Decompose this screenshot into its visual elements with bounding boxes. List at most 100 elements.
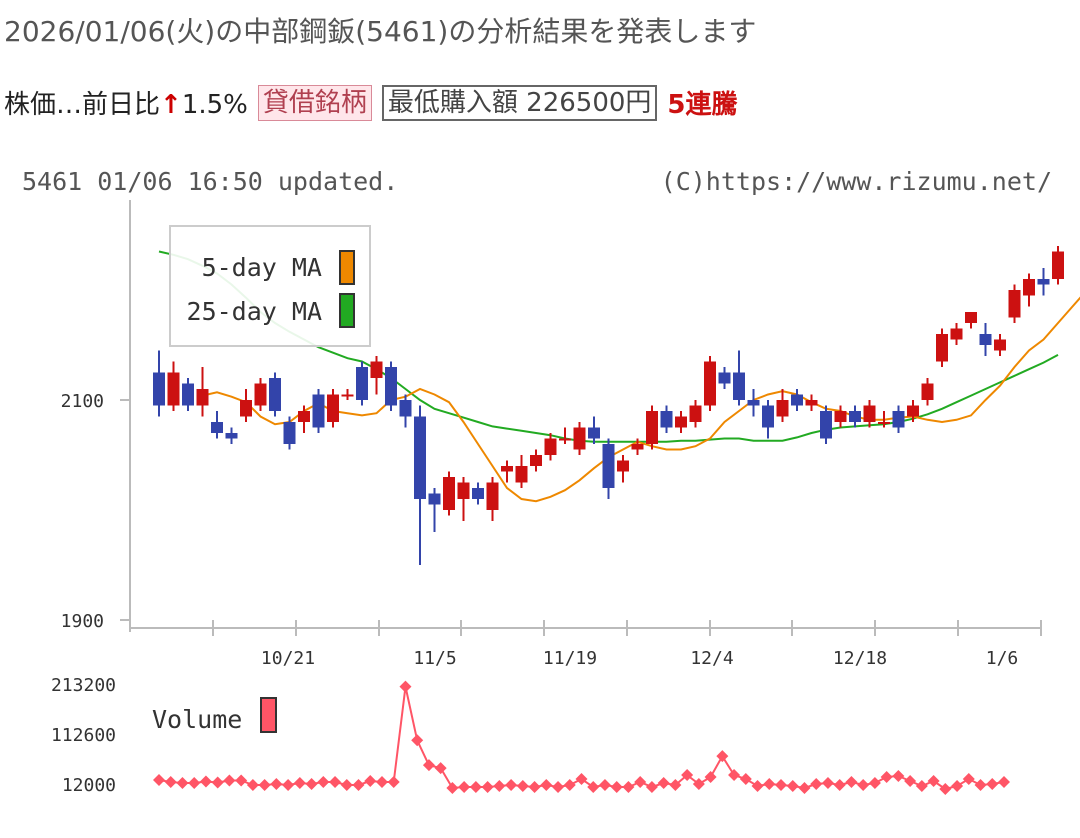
candle	[530, 449, 542, 472]
volume-point	[610, 780, 623, 793]
candle-body	[979, 334, 992, 345]
candle-body	[1052, 251, 1064, 279]
candle	[428, 488, 441, 532]
candle	[501, 460, 513, 483]
candle	[950, 323, 963, 345]
volume-point	[657, 777, 670, 790]
volume-point	[962, 773, 975, 786]
candle	[631, 438, 644, 455]
candle-body	[907, 405, 919, 417]
candlesticks	[153, 246, 1064, 565]
volume-legend-label: Volume	[152, 705, 242, 734]
candle	[153, 350, 165, 417]
volume-point	[775, 778, 788, 791]
lending-stock-badge: 貸借銘柄	[257, 84, 372, 121]
candle	[689, 400, 702, 428]
price-label: 株価…前日比	[4, 90, 161, 120]
volume-point	[951, 779, 964, 792]
candle-body	[196, 389, 209, 406]
candle-body	[312, 394, 325, 428]
x-tick-label: 12/18	[833, 648, 887, 669]
candle-body	[283, 422, 296, 444]
candle	[327, 389, 339, 428]
candle-body	[573, 427, 586, 450]
candle	[182, 378, 194, 411]
candle	[559, 427, 571, 444]
volume-point	[575, 773, 588, 786]
candle-body	[617, 460, 629, 472]
candle	[515, 455, 528, 488]
volume-point	[458, 780, 471, 793]
page-headline: 2026/01/06(火)の中部鋼鈑(5461)の分析結果を発表します	[4, 15, 757, 48]
candle-body	[646, 411, 658, 444]
price-info-bar: 株価…前日比↑1.5% 貸借銘柄 最低購入額 226500円 5連騰	[4, 84, 738, 121]
candle-body	[588, 427, 600, 439]
volume-point	[329, 776, 342, 789]
candle-body	[370, 361, 383, 378]
volume-point	[481, 780, 494, 793]
volume-point	[364, 775, 377, 788]
volume-axes: 12000 112600 213200	[51, 675, 116, 796]
volume-point	[387, 776, 400, 789]
volume-point	[998, 776, 1010, 789]
candle	[544, 433, 557, 461]
volume-point	[915, 779, 928, 792]
candle-body	[733, 372, 745, 400]
volume-point	[833, 778, 846, 791]
candle	[167, 361, 180, 411]
candle	[414, 405, 426, 565]
volume-point	[188, 777, 201, 790]
candle-body	[950, 328, 963, 340]
volume-point	[892, 770, 905, 783]
price-change-value: 1.5%	[181, 90, 248, 120]
candle-body	[559, 438, 571, 441]
candle-body	[762, 405, 774, 428]
volume-point	[751, 779, 764, 792]
volume-legend-swatch	[260, 697, 277, 733]
candle-body	[791, 394, 803, 406]
volume-point	[634, 776, 647, 789]
volume-point	[552, 780, 565, 793]
x-tick-label: 11/19	[543, 648, 597, 669]
volume-point	[446, 781, 459, 794]
candle-body	[341, 394, 354, 397]
candle-body	[747, 400, 760, 406]
candle	[370, 356, 383, 395]
candle	[820, 405, 832, 444]
candle-body	[385, 367, 397, 406]
candle	[457, 477, 470, 521]
legend-ma25-swatch	[339, 293, 355, 328]
candle-body	[820, 411, 832, 439]
candle-body	[936, 334, 948, 362]
candle	[1008, 284, 1021, 323]
candle	[1052, 246, 1064, 285]
candle-body	[240, 400, 252, 417]
x-tick-label: 1/6	[986, 648, 1019, 669]
legend-ma5-label: 5-day MA	[202, 253, 322, 282]
chart-title: 5461 01/06 16:50 updated.	[22, 167, 398, 196]
candle	[240, 389, 252, 422]
volume-point	[939, 782, 952, 795]
volume-point	[246, 778, 259, 791]
volume-point	[352, 778, 365, 791]
candle-body	[704, 361, 716, 406]
volume-tick-label: 12000	[62, 775, 116, 796]
up-arrow-icon: ↑	[160, 90, 182, 120]
volume-point	[868, 777, 881, 790]
candle-body	[269, 378, 281, 411]
volume-point	[235, 774, 248, 787]
volume-tick-label: 112600	[51, 725, 116, 746]
candle-body	[994, 339, 1006, 351]
candle-body	[834, 411, 847, 422]
volume-point	[164, 776, 177, 789]
volume-point	[305, 778, 318, 790]
volume-point	[821, 777, 834, 790]
candle-body	[515, 466, 528, 483]
candle	[341, 389, 354, 400]
volume-point	[293, 777, 306, 790]
candle-body	[892, 411, 905, 428]
volume-point	[986, 778, 999, 790]
candle	[1023, 273, 1035, 307]
candle-body	[501, 466, 513, 472]
candle	[443, 471, 455, 516]
